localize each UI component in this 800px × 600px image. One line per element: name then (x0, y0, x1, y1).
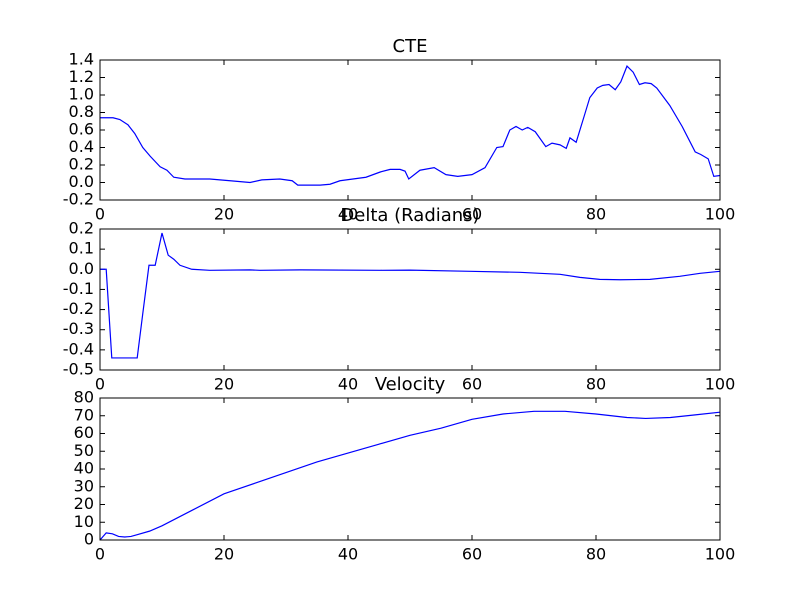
x-tick-label: 20 (214, 205, 234, 224)
axes-frame (99, 59, 721, 201)
y-tick-label: 40 (74, 459, 94, 478)
chart-title: CTE (393, 36, 428, 57)
y-tick-label: 10 (74, 512, 94, 531)
data-line (100, 232, 721, 359)
x-tick-label: 100 (705, 205, 736, 224)
y-tick-label: 50 (74, 441, 94, 460)
x-tick-label: 40 (338, 545, 358, 564)
y-tick-label: -0.5 (63, 360, 94, 379)
y-tick-label: 0.8 (69, 102, 94, 121)
y-tick-label: 0.6 (69, 120, 94, 139)
x-tick-label: 100 (705, 545, 736, 564)
y-tick-label: 0.2 (69, 155, 94, 174)
y-tick-label: 0.1 (69, 239, 94, 258)
x-tick-label: 60 (462, 545, 482, 564)
y-tick-label: 1.4 (69, 50, 94, 69)
y-tick-label: 0.2 (69, 219, 94, 238)
data-line (99, 410, 721, 541)
y-tick-label: 1.2 (69, 67, 94, 86)
x-tick-label: 40 (338, 205, 358, 224)
y-tick-label: 60 (74, 423, 94, 442)
chart-title: Delta (Radians) (340, 205, 479, 226)
y-tick-label: -0.3 (63, 319, 94, 338)
axes-frame (99, 397, 721, 541)
y-tick-label: 0.0 (69, 259, 94, 278)
chart-title: Velocity (375, 374, 446, 395)
y-tick-label: 0 (84, 530, 94, 549)
x-tick-label: 20 (214, 375, 234, 394)
x-tick-label: 80 (586, 205, 606, 224)
x-tick-label: 0 (95, 375, 105, 394)
y-tick-label: -0.1 (63, 279, 94, 298)
y-tick-label: 70 (74, 405, 94, 424)
x-tick-label: 20 (214, 545, 234, 564)
y-tick-label: 20 (74, 494, 94, 513)
y-tick-label: -0.4 (63, 339, 94, 358)
x-tick-label: 80 (586, 545, 606, 564)
x-tick-label: 60 (462, 375, 482, 394)
y-tick-label: -0.2 (63, 190, 94, 209)
x-tick-label: 100 (705, 375, 736, 394)
y-tick-label: 0.4 (69, 137, 94, 156)
x-tick-label: 0 (95, 205, 105, 224)
y-tick-label: 1.0 (69, 85, 94, 104)
axes-frame (99, 228, 721, 371)
y-tick-label: 30 (74, 476, 94, 495)
y-tick-label: 80 (74, 388, 94, 407)
data-line (100, 65, 721, 186)
x-tick-label: 80 (586, 375, 606, 394)
x-tick-label: 40 (338, 375, 358, 394)
y-tick-label: -0.2 (63, 299, 94, 318)
y-tick-label: 0.0 (69, 172, 94, 191)
x-tick-label: 0 (95, 545, 105, 564)
x-tick-label: 60 (462, 205, 482, 224)
